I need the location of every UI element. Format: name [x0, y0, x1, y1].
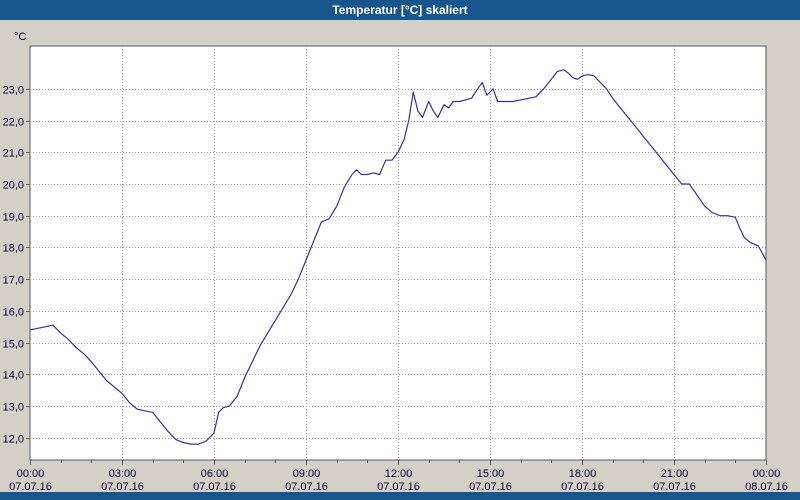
temperature-line-chart: 12,0 13,0 14,0 15,0 16,0 17,0 18,0 19,0 20,0 21,0… [0, 20, 800, 493]
y-axis-label: 23,0 [3, 85, 24, 97]
y-axis-label: 17,0 [3, 275, 24, 287]
y-axis-label: 21,0 [3, 148, 24, 160]
window-bottom-bar [0, 492, 800, 500]
x-axis-time-label: 00:00 [753, 468, 781, 480]
x-axis-time-label: 09:00 [293, 468, 321, 480]
y-axis-label: 22,0 [3, 117, 24, 129]
x-axis-date-label: 07.07.16 [377, 481, 420, 492]
x-axis-time-label: 00:00 [17, 468, 45, 480]
y-axis-label: 18,0 [3, 243, 24, 255]
y-axis-label: 16,0 [3, 307, 24, 319]
y-axis-label: 20,0 [3, 180, 24, 192]
x-axis-time-label: 15:00 [477, 468, 505, 480]
x-axis-time-label: 21:00 [661, 468, 689, 480]
x-axis-date-label: 07.07.16 [193, 481, 236, 492]
y-axis-label: 14,0 [3, 370, 24, 382]
x-axis-date-label: 07.07.16 [9, 481, 52, 492]
y-axis-label: 15,0 [3, 339, 24, 351]
x-axis-time-label: 03:00 [109, 468, 137, 480]
x-axis-time-label: 12:00 [385, 468, 413, 480]
y-axis-unit-label: °C [14, 31, 26, 43]
x-axis-date-label: 07.07.16 [469, 481, 512, 492]
y-axis-label: 19,0 [3, 212, 24, 224]
window-title: Temperatur [°C] skaliert [332, 3, 468, 17]
y-axis-label: 13,0 [3, 402, 24, 414]
x-axis-date-label: 07.07.16 [285, 481, 328, 492]
chart-area: 12,0 13,0 14,0 15,0 16,0 17,0 18,0 19,0 20,0 21,0… [0, 20, 800, 493]
x-axis-time-label: 18:00 [569, 468, 597, 480]
y-axis-label: 12,0 [3, 434, 24, 446]
window-titlebar: Temperatur [°C] skaliert [0, 0, 800, 20]
x-axis-date-label: 07.07.16 [561, 481, 604, 492]
x-axis-date-label: 07.07.16 [101, 481, 144, 492]
x-axis-date-label: 08.07.16 [745, 481, 788, 492]
x-axis-time-label: 06:00 [201, 468, 229, 480]
temperature-series-line [29, 69, 767, 445]
x-axis-date-label: 07.07.16 [653, 481, 696, 492]
